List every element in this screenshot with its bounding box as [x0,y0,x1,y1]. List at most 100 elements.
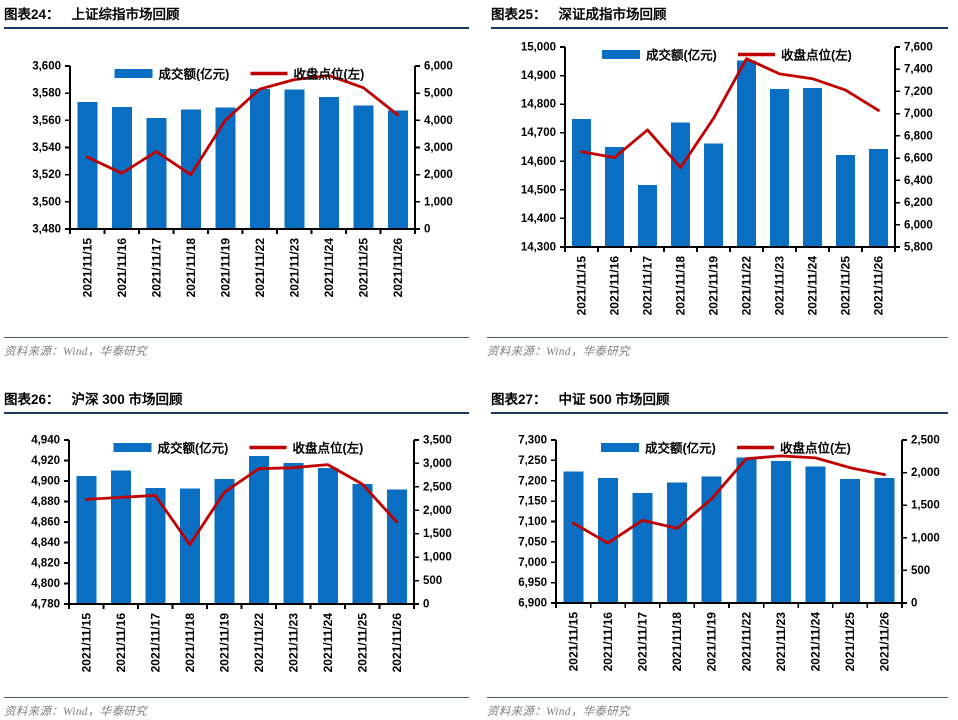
svg-text:500: 500 [423,575,442,587]
figure-header: 图表27： 中证 500 市场回顾 [491,388,948,414]
svg-text:2021/11/23: 2021/11/23 [773,256,787,316]
svg-text:14,600: 14,600 [521,156,556,168]
svg-text:2021/11/24: 2021/11/24 [322,238,336,298]
figure-label: 图表25： [491,7,547,22]
svg-text:5,000: 5,000 [424,88,453,100]
svg-text:7,000: 7,000 [518,557,547,569]
svg-text:2021/11/15: 2021/11/15 [79,613,93,673]
svg-text:7,050: 7,050 [518,536,547,548]
svg-text:2021/11/26: 2021/11/26 [878,612,892,672]
svg-text:4,920: 4,920 [31,455,60,467]
svg-text:6,000: 6,000 [904,219,933,231]
svg-text:0: 0 [423,599,429,611]
svg-text:3,000: 3,000 [424,142,453,154]
svg-text:2021/11/18: 2021/11/18 [670,612,684,672]
svg-text:2021/11/15: 2021/11/15 [575,256,589,316]
svg-text:500: 500 [911,565,930,577]
source-note: 资料来源：Wind，华泰研究 [4,697,469,719]
svg-text:成交额(亿元): 成交额(亿元) [645,441,716,456]
svg-text:4,820: 4,820 [31,558,60,570]
svg-text:2021/11/22: 2021/11/22 [740,256,754,316]
svg-text:3,540: 3,540 [32,142,61,154]
figure-panel-27: 图表27： 中证 500 市场回顾 6,900 6,950 7,000 7,050 7,1… [479,360,958,720]
svg-text:7,150: 7,150 [518,496,547,508]
figure-panel-25: 图表25： 深证成指市场回顾 14,300 14,400 14,500 14,600 14… [479,0,958,360]
chart-csi300: 4,780 4,800 4,820 4,840 4,860 4,880 4,900 4,920… [31,435,452,673]
svg-text:4,880: 4,880 [31,496,60,508]
figure-header: 图表26： 沪深 300 市场回顾 [4,388,469,414]
svg-text:14,900: 14,900 [521,70,556,82]
svg-text:2021/11/15: 2021/11/15 [80,238,94,298]
svg-text:1,000: 1,000 [911,532,940,544]
svg-text:3,500: 3,500 [423,435,452,447]
svg-text:2021/11/18: 2021/11/18 [184,238,198,298]
svg-text:7,600: 7,600 [904,42,933,54]
figure-label: 图表24： [4,7,60,22]
svg-text:2021/11/16: 2021/11/16 [608,256,622,316]
svg-text:2021/11/22: 2021/11/22 [252,613,266,673]
svg-text:3,520: 3,520 [32,169,61,181]
svg-text:14,300: 14,300 [521,242,556,254]
svg-text:6,000: 6,000 [424,61,453,73]
figure-panel-26: 图表26： 沪深 300 市场回顾 4,780 4,800 4,820 4,840 4,8… [0,360,479,720]
svg-text:5,800: 5,800 [904,242,933,254]
svg-text:2021/11/17: 2021/11/17 [636,612,650,672]
svg-text:14,500: 14,500 [521,184,556,196]
svg-text:4,840: 4,840 [31,537,60,549]
figure-label: 图表26： [4,392,60,407]
svg-text:2021/11/16: 2021/11/16 [601,612,615,672]
svg-text:1,000: 1,000 [424,196,453,208]
svg-text:2021/11/19: 2021/11/19 [707,256,721,316]
svg-text:收盘点位(左): 收盘点位(左) [781,48,852,63]
svg-text:7,250: 7,250 [518,455,547,467]
svg-text:4,860: 4,860 [31,517,60,529]
svg-text:0: 0 [911,598,917,610]
svg-text:2,000: 2,000 [911,467,940,479]
svg-text:4,940: 4,940 [31,435,60,447]
svg-text:2021/11/18: 2021/11/18 [183,613,197,673]
svg-text:2,500: 2,500 [911,435,940,447]
svg-text:7,000: 7,000 [904,108,933,120]
svg-text:14,800: 14,800 [521,99,556,111]
svg-text:7,300: 7,300 [518,435,547,447]
svg-text:2021/11/15: 2021/11/15 [566,612,580,672]
figure-label: 图表27： [491,392,547,407]
svg-text:2021/11/23: 2021/11/23 [286,613,300,673]
svg-text:6,800: 6,800 [904,130,933,142]
svg-text:15,000: 15,000 [521,42,556,54]
svg-text:1,500: 1,500 [911,500,940,512]
svg-text:成交额(亿元): 成交额(亿元) [158,441,229,456]
svg-text:2021/11/17: 2021/11/17 [149,238,163,298]
svg-text:1,000: 1,000 [423,552,452,564]
svg-text:收盘点位(左): 收盘点位(左) [294,67,365,82]
svg-text:2,500: 2,500 [423,481,452,493]
svg-text:2021/11/23: 2021/11/23 [287,238,301,298]
svg-text:2021/11/25: 2021/11/25 [356,238,370,298]
source-note: 资料来源：Wind，华泰研究 [487,697,948,719]
svg-text:2021/11/19: 2021/11/19 [217,613,231,673]
svg-text:2021/11/19: 2021/11/19 [218,238,232,298]
svg-text:3,600: 3,600 [32,61,61,73]
svg-text:2021/11/19: 2021/11/19 [705,612,719,672]
svg-text:6,600: 6,600 [904,153,933,165]
svg-text:4,900: 4,900 [31,476,60,488]
svg-text:1,500: 1,500 [423,528,452,540]
svg-text:6,200: 6,200 [904,197,933,209]
svg-text:6,400: 6,400 [904,175,933,187]
svg-text:2,000: 2,000 [423,505,452,517]
svg-text:2021/11/24: 2021/11/24 [809,612,823,672]
svg-text:2021/11/17: 2021/11/17 [148,613,162,673]
svg-text:2021/11/24: 2021/11/24 [321,613,335,673]
svg-text:成交额(亿元): 成交额(亿元) [646,48,717,63]
svg-text:2021/11/22: 2021/11/22 [253,238,267,298]
svg-text:7,100: 7,100 [518,516,547,528]
svg-text:2021/11/26: 2021/11/26 [390,613,404,673]
source-note: 资料来源：Wind，华泰研究 [487,337,948,359]
svg-text:2021/11/25: 2021/11/25 [355,613,369,673]
figure-title: 上证综指市场回顾 [71,7,180,22]
figure-title: 沪深 300 市场回顾 [71,392,183,407]
svg-text:2021/11/17: 2021/11/17 [641,256,655,316]
source-note: 资料来源：Wind，华泰研究 [4,337,469,359]
svg-text:6,900: 6,900 [518,598,547,610]
